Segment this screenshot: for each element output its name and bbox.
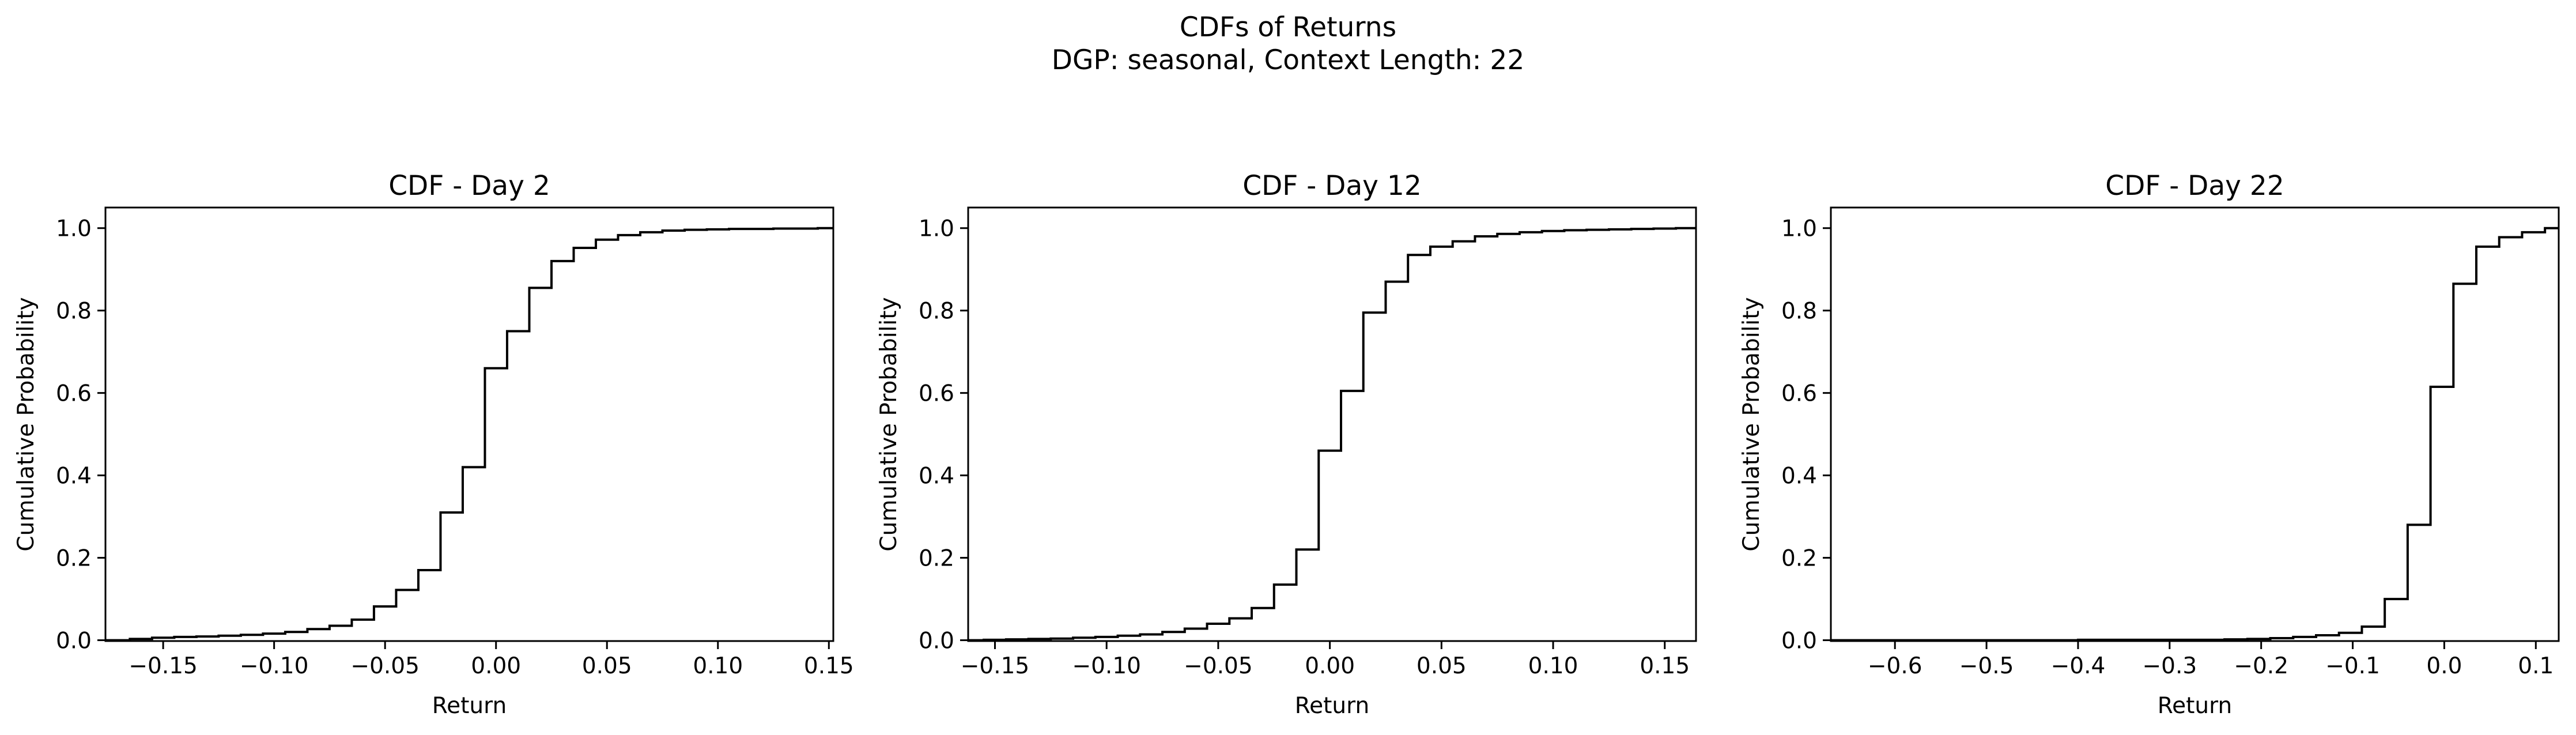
y-tick-label: 0.2 — [919, 546, 954, 572]
x-axis-label: Return — [432, 693, 507, 719]
y-tick-label: 0.4 — [919, 463, 954, 489]
cdf-step-line — [105, 227, 833, 642]
axes-frame — [104, 206, 834, 642]
x-tick-label: −0.5 — [1959, 653, 2014, 679]
subplot-day-12: CDF - Day 12 −0.15 −0.10 −0.05 0.00 0.05 0.10… — [876, 170, 1697, 719]
x-tick-label: 0.00 — [471, 653, 521, 679]
x-tick-label: −0.10 — [240, 653, 309, 679]
cdf-step-line — [968, 227, 1696, 642]
subplot-day-2: CDF - Day 2 −0.15 −0.10 −0.05 0.00 0.05 0.10 0… — [13, 170, 854, 719]
y-tick-label: 0.6 — [1781, 381, 1817, 407]
axes-frame — [967, 206, 1697, 642]
y-tick-label: 0.0 — [919, 628, 954, 654]
x-tick-label: 0.00 — [1305, 653, 1355, 679]
y-tick-label: 0.6 — [56, 381, 92, 407]
x-axis-label: Return — [2158, 693, 2232, 719]
y-tick-label: 0.4 — [1781, 463, 1817, 489]
x-tick-label: −0.6 — [1868, 653, 1922, 679]
figure-subtitle: DGP: seasonal, Context Length: 22 — [1052, 44, 1524, 76]
x-tick-label: −0.15 — [961, 653, 1030, 679]
x-tick-label: −0.4 — [2051, 653, 2106, 679]
x-tick-label: −0.05 — [350, 653, 420, 679]
figure-title: CDFs of Returns — [1180, 12, 1396, 43]
x-tick-label: 0.10 — [1528, 653, 1578, 679]
subplot-day-22: CDF - Day 22 −0.6 −0.5 −0.4 −0.3 −0.2 −0.1 0.0… — [1739, 170, 2560, 719]
y-tick-label: 0.8 — [1781, 299, 1817, 325]
x-tick-label: 0.10 — [693, 653, 743, 679]
x-tick-label: 0.15 — [1640, 653, 1690, 679]
y-axis-label: Cumulative Probability — [13, 297, 39, 551]
y-tick-label: 1.0 — [56, 216, 92, 242]
x-tick-label: −0.10 — [1072, 653, 1141, 679]
y-tick-label: 0.8 — [919, 299, 954, 325]
x-tick-label: 0.15 — [804, 653, 854, 679]
x-tick-label: 0.0 — [2426, 653, 2462, 679]
x-tick-label: −0.1 — [2325, 653, 2380, 679]
subplot-title: CDF - Day 2 — [388, 170, 550, 202]
subplot-title: CDF - Day 12 — [1242, 170, 1421, 202]
y-tick-label: 0.4 — [56, 463, 92, 489]
y-tick-label: 0.0 — [1781, 628, 1817, 654]
y-axis-label: Cumulative Probability — [1739, 297, 1765, 551]
x-tick-label: 0.05 — [1417, 653, 1467, 679]
x-tick-label: 0.1 — [2518, 653, 2554, 679]
x-tick-label: −0.05 — [1184, 653, 1253, 679]
axes-frame — [1830, 206, 2560, 642]
y-tick-label: 1.0 — [1781, 216, 1817, 242]
y-tick-label: 0.2 — [1781, 546, 1817, 572]
x-tick-label: 0.05 — [582, 653, 632, 679]
y-tick-label: 0.6 — [919, 381, 954, 407]
x-axis-label: Return — [1295, 693, 1369, 719]
y-axis-label: Cumulative Probability — [876, 297, 902, 551]
y-tick-label: 0.0 — [56, 628, 92, 654]
cdf-step-line — [1831, 227, 2559, 642]
y-tick-label: 1.0 — [919, 216, 954, 242]
subplot-title: CDF - Day 22 — [2105, 170, 2284, 202]
x-tick-label: −0.3 — [2142, 653, 2197, 679]
x-tick-label: −0.15 — [129, 653, 198, 679]
x-tick-label: −0.2 — [2234, 653, 2288, 679]
y-tick-label: 0.8 — [56, 299, 92, 325]
y-tick-label: 0.2 — [56, 546, 92, 572]
